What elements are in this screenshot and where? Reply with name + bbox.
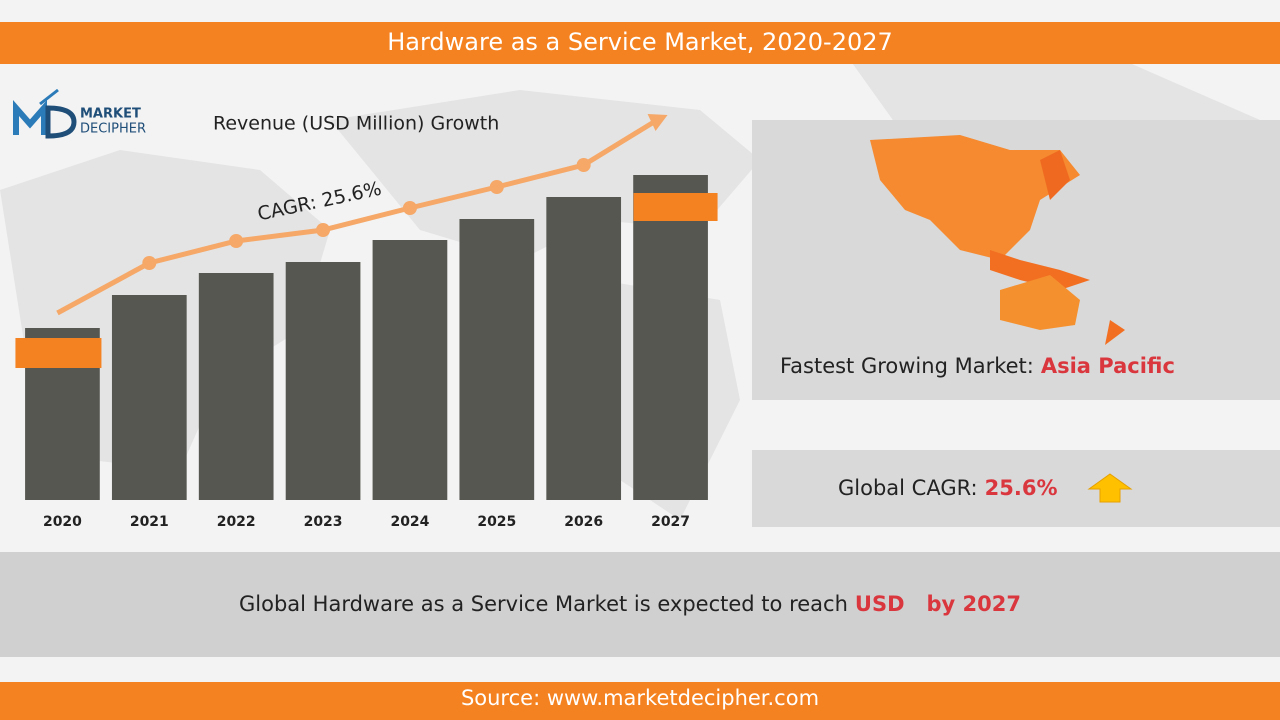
bar [459,219,535,500]
x-tick-label: 2021 [130,514,169,530]
bar [285,262,361,500]
footer-bar [0,682,1280,720]
logo-arrow [39,88,59,106]
chart-subtitle: Revenue (USD Million) Growth [213,113,499,135]
logo-text: MARKET [80,107,141,122]
label-box [15,338,102,368]
summary-year: by 2027 [927,592,1021,616]
growth-arrowhead [647,114,668,131]
logo: MARKET DECIPHER [13,88,146,139]
growth-dot [316,223,331,237]
bar [111,295,187,500]
growth-line [56,118,657,316]
bar [372,240,448,500]
fastest-value: Asia Pacific [1041,354,1175,378]
summary-currency: USD [855,592,905,616]
up-arrow [1087,473,1133,503]
growth-dot [142,256,157,270]
growth-dot [489,180,504,194]
cagr-panel [752,450,1280,527]
logo-d [45,105,77,139]
x-tick-label: 2025 [477,514,516,530]
growth-dot [576,158,591,172]
growth-dot [229,234,244,248]
bar [633,175,708,500]
asia-pacific-map [870,135,1125,345]
logo-text: DECIPHER [80,122,146,137]
x-tick-label: 2023 [304,514,343,530]
summary-band [0,552,1280,657]
x-tick-label: 2020 [43,514,82,530]
summary-text: Global Hardware as a Service Market is e… [239,592,848,616]
source: Source: www.marketdecipher.com [461,686,819,710]
title-bar [0,22,1280,64]
x-tick-label: 2026 [564,514,603,530]
bar [546,197,622,500]
global-cagr: Global CAGR: 25.6% [838,476,1057,500]
x-tick-label: 2027 [651,514,690,530]
logo-m [13,100,47,135]
cagr-label: Global CAGR: [838,476,978,500]
label-box [633,193,718,221]
bar [198,273,274,500]
fastest-label: Fastest Growing Market: [780,354,1034,378]
x-tick-label: 2024 [390,514,429,530]
summary: Global Hardware as a Service Market is e… [239,592,1021,616]
title: Hardware as a Service Market, 2020-2027 [387,28,893,56]
growth-dot [402,201,417,215]
cagr-value: 25.6% [985,476,1058,500]
fastest-market: Fastest Growing Market: Asia Pacific [780,354,1175,378]
x-tick-label: 2022 [217,514,256,530]
